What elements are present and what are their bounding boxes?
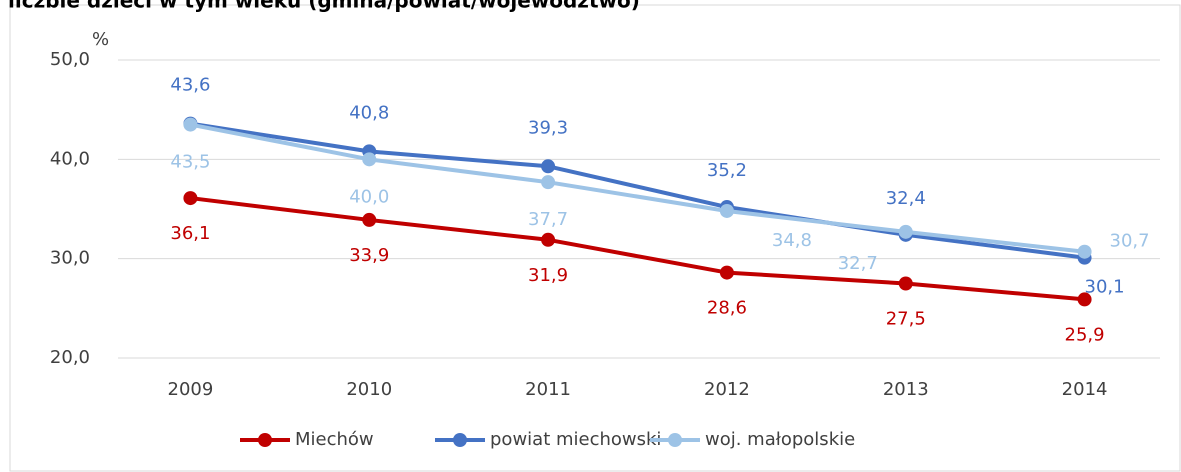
point xyxy=(898,224,913,239)
data-label: 30,7 xyxy=(1110,231,1150,252)
x-tick-label: 2014 xyxy=(1062,379,1108,400)
point xyxy=(541,159,556,174)
point xyxy=(183,191,198,206)
data-label: 36,1 xyxy=(170,223,210,244)
data-label: 32,7 xyxy=(838,253,878,274)
series-line xyxy=(190,121,1085,260)
x-tick-label: 2010 xyxy=(346,379,392,400)
series-line xyxy=(190,122,1085,254)
point xyxy=(1077,244,1092,259)
data-label: 27,5 xyxy=(886,309,926,330)
data-label: 25,9 xyxy=(1065,324,1105,345)
x-tick-label: 2011 xyxy=(525,379,571,400)
data-label: 30,1 xyxy=(1085,277,1125,298)
data-label: 31,9 xyxy=(528,265,568,286)
data-label: 37,7 xyxy=(528,209,568,230)
legend-label: Miechów xyxy=(295,429,374,450)
legend-marker xyxy=(668,433,682,447)
data-label: 28,6 xyxy=(707,298,747,319)
point xyxy=(898,276,913,291)
y-unit: % xyxy=(92,29,109,50)
point xyxy=(362,212,377,227)
series-line xyxy=(190,196,1085,302)
legend-label: woj. małopolskie xyxy=(705,429,855,450)
data-label: 43,6 xyxy=(170,75,210,96)
point xyxy=(183,117,198,132)
legend-marker xyxy=(258,433,272,447)
point xyxy=(362,152,377,167)
chart-frame xyxy=(9,4,1181,472)
data-label: 33,9 xyxy=(349,245,389,266)
legend-label: powiat miechowski xyxy=(490,429,661,450)
x-tick-label: 2012 xyxy=(704,379,750,400)
point xyxy=(541,232,556,247)
y-tick-label: 20,0 xyxy=(50,347,90,368)
point xyxy=(1077,292,1092,307)
point xyxy=(541,175,556,190)
y-tick-label: 50,0 xyxy=(50,49,90,70)
data-label: 43,5 xyxy=(170,152,210,173)
data-label: 40,8 xyxy=(349,102,389,123)
data-label: 32,4 xyxy=(886,188,926,209)
point xyxy=(719,203,734,218)
data-label: 39,3 xyxy=(528,117,568,138)
data-label: 35,2 xyxy=(707,160,747,181)
x-tick-label: 2009 xyxy=(168,379,214,400)
y-tick-label: 40,0 xyxy=(50,148,90,169)
point xyxy=(719,265,734,280)
data-label: 34,8 xyxy=(772,230,812,251)
y-tick-label: 30,0 xyxy=(50,248,90,269)
data-label: 40,0 xyxy=(349,186,389,207)
chart-title: liczbie dzieci w tym wieku (gmina/powiat… xyxy=(8,0,640,13)
x-tick-label: 2013 xyxy=(883,379,929,400)
legend-marker xyxy=(453,433,467,447)
